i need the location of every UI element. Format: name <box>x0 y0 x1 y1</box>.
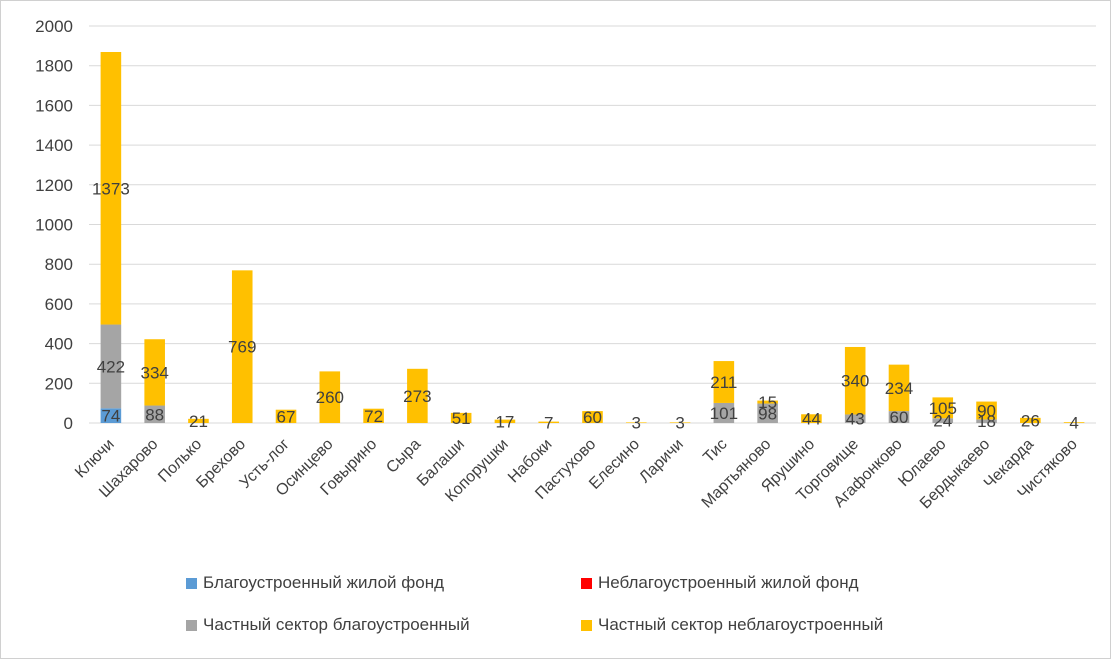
data-label: 4 <box>1069 414 1078 433</box>
legend-swatch <box>581 577 592 589</box>
bar-segment <box>713 402 735 423</box>
x-tick-label: Ларичи <box>636 436 687 487</box>
data-label: 101 <box>710 404 738 423</box>
bar-segment <box>231 270 253 423</box>
bar-segment <box>188 418 209 423</box>
legend-label: Неблагоустроенный жилой фонд <box>598 573 859 592</box>
data-label: 21 <box>189 412 208 431</box>
data-label: 26 <box>1021 411 1040 430</box>
data-label: 60 <box>583 408 602 427</box>
y-axis: 0 200 400 600 800 1000 1200 1400 1600 1800 2000 <box>35 17 73 433</box>
y-tick-label: 1600 <box>35 96 73 115</box>
data-label: 67 <box>277 407 296 426</box>
bar-segment <box>144 339 165 406</box>
bar-segment <box>976 401 997 420</box>
x-axis: КлючиШахаровоПолькоБреховоУсть-логОсинце… <box>72 436 1081 513</box>
data-label: 44 <box>802 410 821 429</box>
bar-segment <box>363 408 384 423</box>
bar-segment <box>450 412 472 423</box>
bar-segment <box>494 419 516 423</box>
data-label: 7 <box>544 413 553 432</box>
data-labels: 74 422 1373 88 334 21 769 67 260 72 273 51 17 7 60 3 3 10… <box>92 179 1079 432</box>
data-label: 3 <box>675 414 684 433</box>
bar-segment <box>100 52 122 325</box>
data-label: 74 <box>101 407 120 426</box>
data-label: 72 <box>364 407 383 426</box>
data-label: 234 <box>885 379 913 398</box>
bar-segment <box>932 418 954 423</box>
data-label: 88 <box>145 405 164 424</box>
data-label: 1373 <box>92 179 130 198</box>
y-tick-label: 0 <box>64 414 73 433</box>
gridlines <box>89 25 1096 424</box>
data-label: 334 <box>140 363 168 382</box>
data-label: 60 <box>890 408 909 427</box>
y-tick-label: 1800 <box>35 57 73 76</box>
bar-segment <box>275 409 297 423</box>
x-tick-label: Тис <box>700 436 730 466</box>
bar-segment <box>757 403 778 423</box>
legend-item: Неблагоустроенный жилой фонд <box>581 573 859 593</box>
y-tick-label: 400 <box>45 335 73 354</box>
data-label: 340 <box>841 372 869 391</box>
bar-segment <box>582 411 603 423</box>
bar-segment <box>538 421 560 423</box>
y-tick-label: 1400 <box>35 136 73 155</box>
y-tick-label: 2000 <box>35 17 73 36</box>
data-label: 105 <box>929 399 957 418</box>
y-tick-label: 1200 <box>35 176 73 195</box>
legend-label: Частный сектор благоустроенный <box>203 615 470 634</box>
legend-label: Частный сектор неблагоустроенный <box>598 615 884 634</box>
bar-segment <box>713 361 735 403</box>
data-label: 3 <box>632 414 641 433</box>
bar-segment <box>1063 422 1085 423</box>
data-label: 273 <box>403 387 431 406</box>
legend-swatch <box>581 619 592 631</box>
data-label: 211 <box>710 373 737 392</box>
bar-segment <box>844 346 866 415</box>
bar-segment <box>932 397 954 419</box>
data-label: 51 <box>452 409 471 428</box>
bar-segment <box>669 422 691 423</box>
bar-segment <box>1020 417 1041 423</box>
bar-segment <box>100 408 122 423</box>
x-tick-label: Сыра <box>383 436 424 477</box>
y-tick-label: 800 <box>45 255 73 274</box>
bar-segment <box>844 414 866 423</box>
bar-segment <box>144 405 165 423</box>
legend-item: Частный сектор неблагоустроенный <box>581 615 883 635</box>
legend-label: Благоустроенный жилой фонд <box>203 573 445 592</box>
y-tick-label: 600 <box>45 295 73 314</box>
bar-segment <box>100 324 122 409</box>
legend-item: Частный сектор благоустроенный <box>186 615 470 635</box>
bar-segment <box>757 400 778 404</box>
legend-swatch <box>186 577 197 589</box>
data-label: 24 <box>933 412 952 431</box>
data-label: 15 <box>758 393 777 412</box>
data-label: 769 <box>228 338 256 357</box>
bar-segment <box>976 419 997 423</box>
data-label: 43 <box>846 410 865 429</box>
data-label: 18 <box>977 412 996 431</box>
legend-item: Благоустроенный жилой фонд <box>186 573 444 593</box>
bar-segment <box>625 422 647 423</box>
bars <box>100 52 1085 423</box>
data-label: 17 <box>495 412 514 431</box>
legend-swatch <box>186 619 197 631</box>
bar-segment <box>801 414 822 423</box>
bar-segment <box>319 371 341 423</box>
data-label: 260 <box>316 388 344 407</box>
y-tick-label: 1000 <box>35 216 73 235</box>
bar-segment <box>888 411 910 423</box>
data-label: 98 <box>758 404 777 423</box>
data-label: 422 <box>97 357 125 376</box>
data-label: 90 <box>977 401 996 420</box>
y-tick-label: 200 <box>45 374 73 393</box>
bar-segment <box>888 364 910 412</box>
bar-segment <box>407 368 428 423</box>
